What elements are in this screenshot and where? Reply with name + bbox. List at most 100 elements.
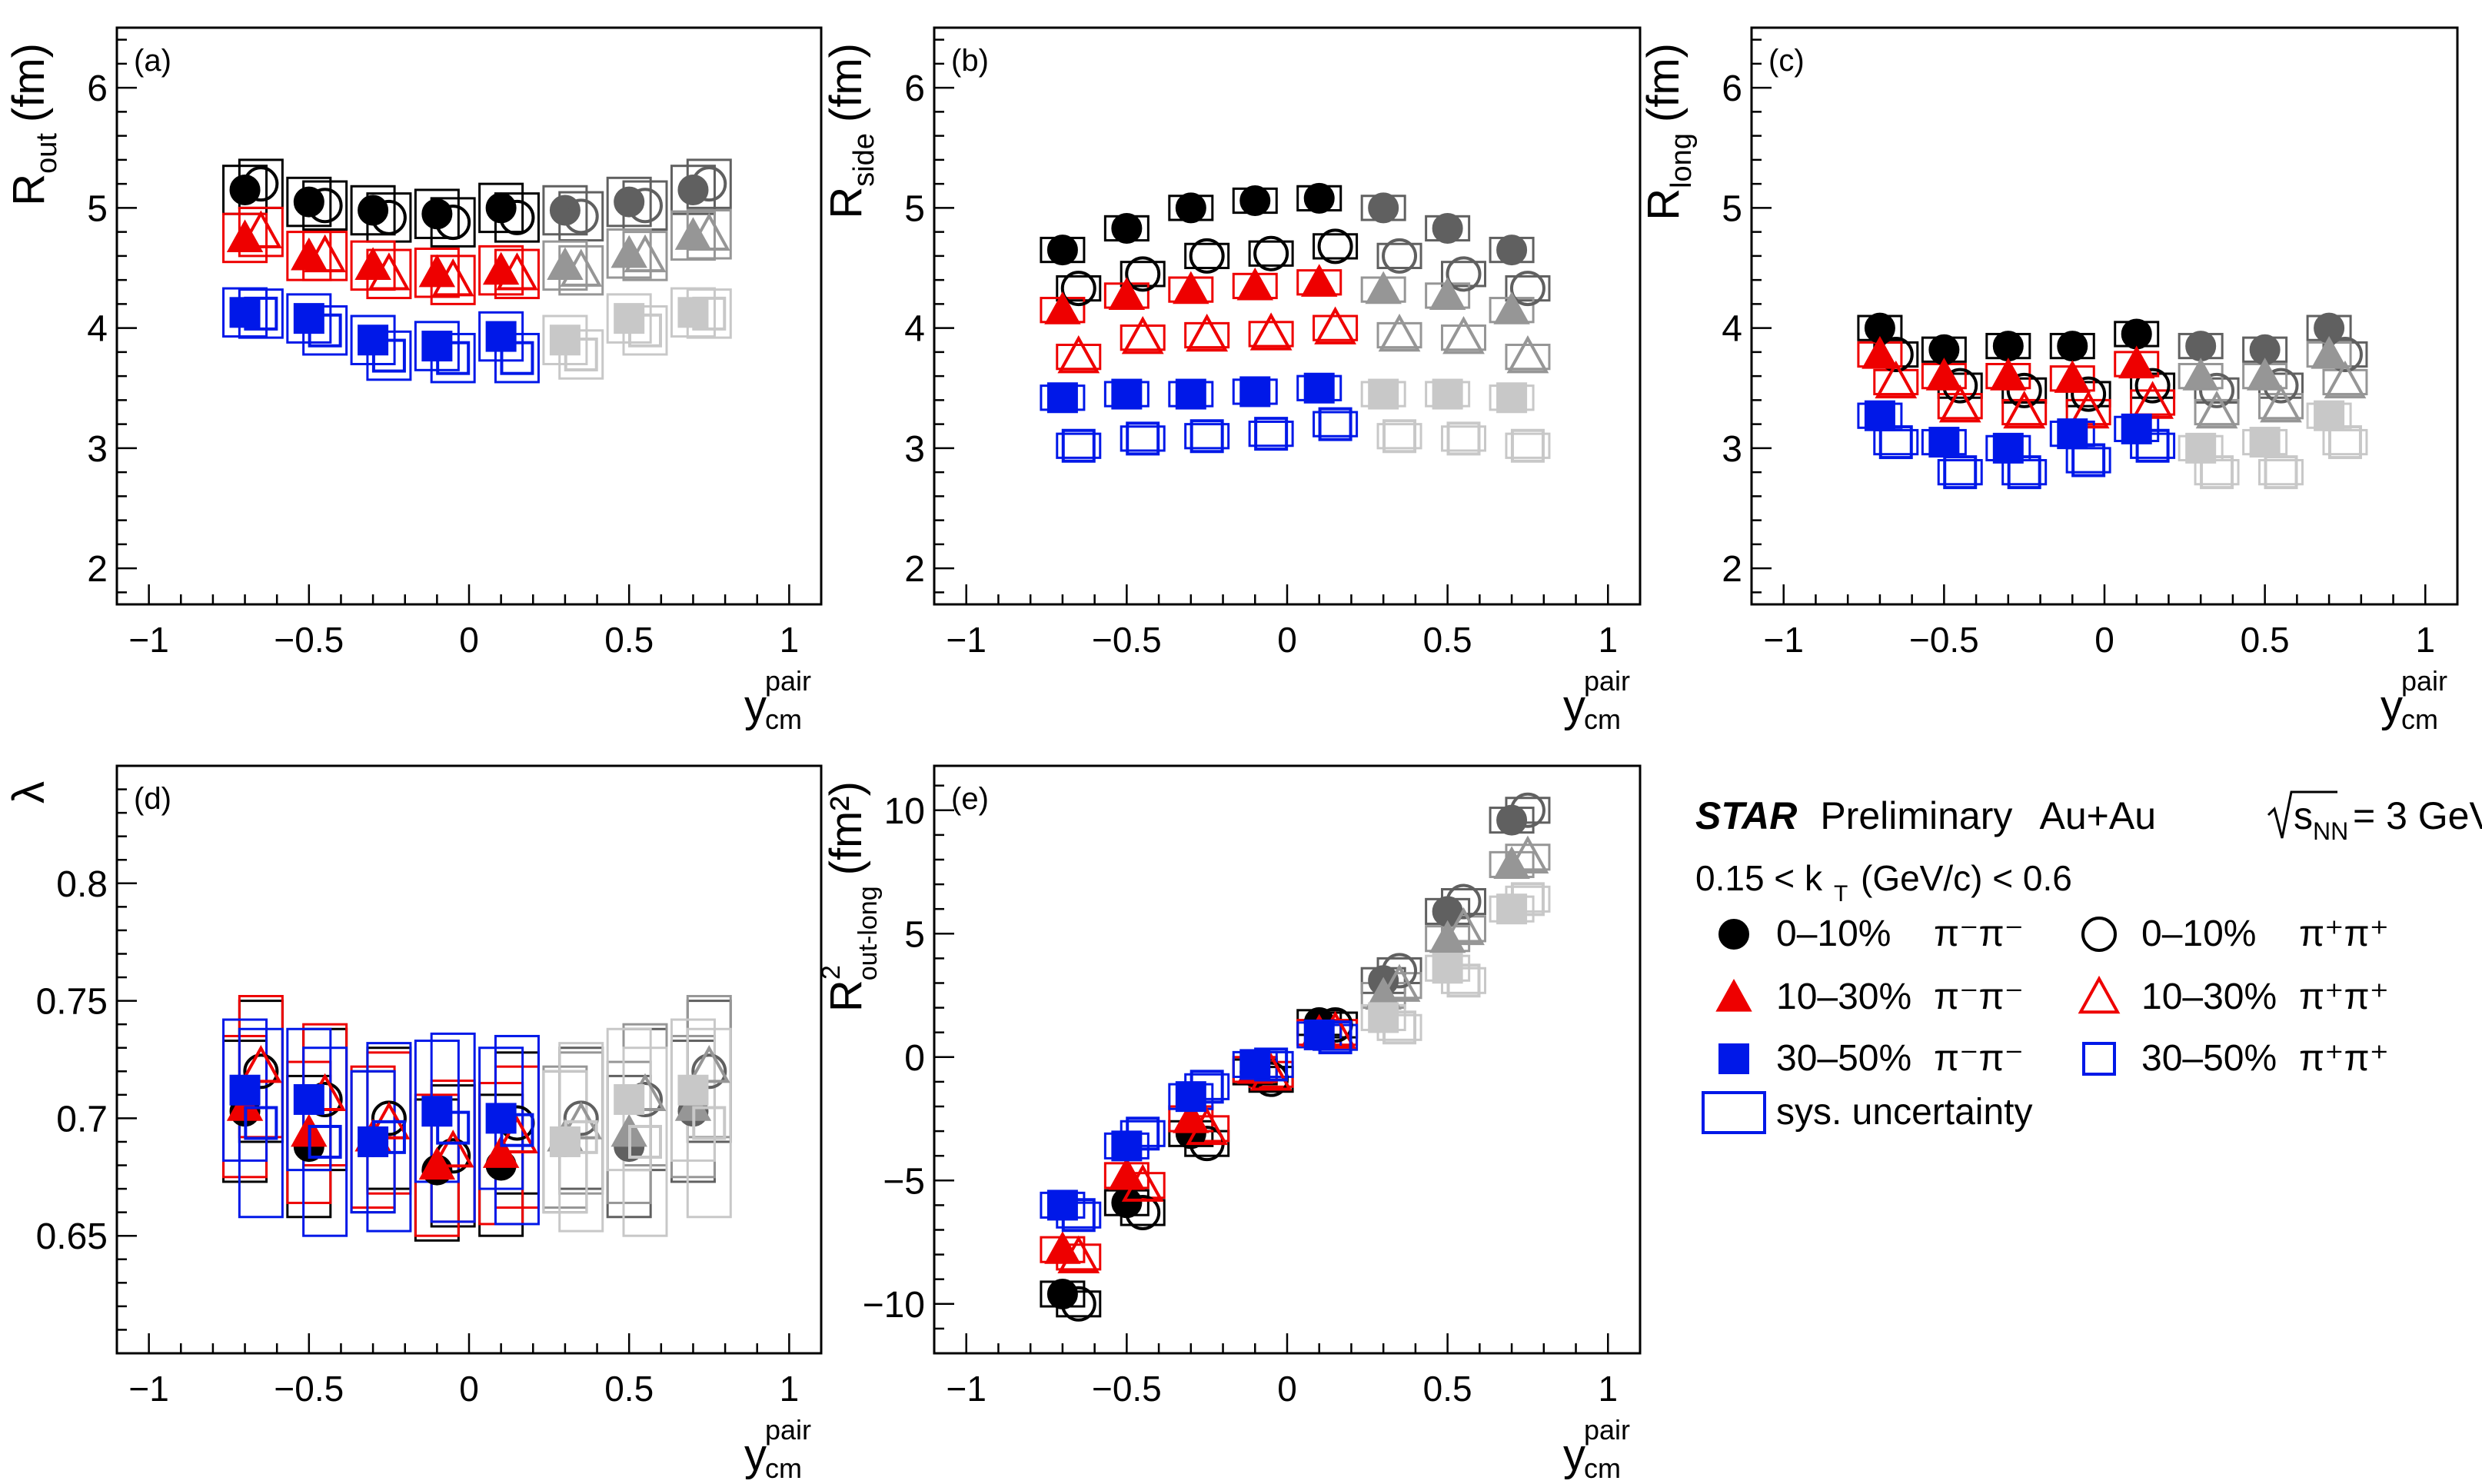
x-title-main: y xyxy=(1563,1430,1585,1480)
legend-entry-label: 10–30% xyxy=(1776,977,1911,1017)
legend-entry-pair: π⁺π⁺ xyxy=(2299,1038,2389,1079)
data-point xyxy=(1249,312,1293,351)
y-tick-label: 2 xyxy=(87,549,108,590)
data-point xyxy=(1446,421,1481,456)
sys-box xyxy=(1873,428,1919,456)
legend-entry: 30–50% π⁺π⁺ xyxy=(2082,1038,2389,1079)
data-point xyxy=(614,1083,645,1115)
data-point xyxy=(2246,358,2284,391)
sys-box xyxy=(222,287,268,338)
data-point xyxy=(2135,428,2170,463)
y-tick-label: 0 xyxy=(904,1038,925,1079)
data-point xyxy=(1186,1106,1229,1146)
data-point xyxy=(1125,256,1161,292)
circle-marker-icon xyxy=(2081,917,2117,952)
data-points xyxy=(222,994,732,1242)
data-point xyxy=(1442,316,1485,354)
sys-box xyxy=(670,210,716,261)
sys-box xyxy=(1376,423,1422,450)
data-point xyxy=(1175,378,1206,410)
y-tick-label: 4 xyxy=(1722,309,1742,350)
x-tick-label: −0.5 xyxy=(274,620,344,660)
x-tick-label: 0 xyxy=(459,620,479,660)
sys-box xyxy=(2194,398,2240,426)
data-point xyxy=(1303,372,1335,404)
sys-box xyxy=(2130,432,2176,459)
y-tick-label: 5 xyxy=(904,914,925,955)
data-point xyxy=(2264,455,2298,490)
legend-energy-sub: NN xyxy=(2313,817,2348,845)
x-title-main: y xyxy=(744,681,767,731)
y-title-unit: (fm) xyxy=(4,43,54,122)
data-point xyxy=(624,234,667,273)
triangle-marker-icon xyxy=(2078,975,2121,1014)
sys-box xyxy=(1120,261,1166,288)
y-title-unit: (fm) xyxy=(821,43,871,122)
sys-box xyxy=(670,165,716,215)
data-point xyxy=(308,1124,342,1159)
legend-energy-value: = 3 GeV xyxy=(2353,794,2482,837)
data-point xyxy=(1446,256,1482,292)
data-point xyxy=(436,341,471,375)
data-point xyxy=(1253,235,1289,271)
legend-entries: 0–10% π⁻π⁻ 0–10% π⁺π⁺10–30% π⁻π⁻ 10–30% π⁺π⁺30… xyxy=(1715,913,2389,1079)
data-point xyxy=(692,1106,727,1140)
data-point xyxy=(496,1115,538,1154)
data-point xyxy=(1173,271,1209,304)
data-point xyxy=(1928,427,1960,458)
data-point xyxy=(1060,1286,1096,1322)
data-point xyxy=(628,313,662,348)
data-point xyxy=(1121,316,1164,354)
legend-entry-label: 10–30% xyxy=(2141,977,2277,1017)
data-point xyxy=(436,1110,471,1145)
y-axis-title: Rout (fm) xyxy=(4,43,63,206)
sys-box xyxy=(366,330,412,381)
data-point xyxy=(1239,376,1271,408)
x-tick-label: 0.5 xyxy=(1423,620,1472,660)
data-point xyxy=(1990,358,2027,391)
sys-box xyxy=(1937,459,1983,486)
x-tick-label: 1 xyxy=(1598,620,1618,660)
x-tick-label: 1 xyxy=(780,1369,800,1409)
y-tick-label: 0.75 xyxy=(36,982,108,1023)
data-point xyxy=(1254,1047,1289,1082)
data-point xyxy=(500,1113,534,1147)
panel-label: (e) xyxy=(951,782,989,816)
legend-sys-entry: sys. uncertainty xyxy=(1702,1091,2032,1134)
sys-box xyxy=(2001,398,2048,426)
y-title-sub: out-long xyxy=(853,886,883,980)
sys-box xyxy=(222,1018,268,1162)
sys-box xyxy=(1184,423,1230,450)
data-point xyxy=(1510,428,1545,463)
y-tick-label: 0.65 xyxy=(36,1216,108,1257)
x-title-sub: cm xyxy=(2401,704,2438,735)
legend-entry-label: 30–50% xyxy=(2141,1038,2277,1079)
y-tick-label: 6 xyxy=(904,68,925,109)
sys-box xyxy=(670,1018,716,1162)
data-point xyxy=(1314,306,1356,344)
data-point xyxy=(1057,335,1100,374)
data-point xyxy=(244,1106,278,1140)
data-point xyxy=(1186,313,1229,352)
data-point xyxy=(1365,271,1402,304)
data-point xyxy=(2199,372,2235,408)
y-axis-title: Rlong (fm) xyxy=(1639,43,1698,221)
sys-box xyxy=(478,182,524,234)
data-point xyxy=(2067,390,2110,429)
y-tick-label: 10 xyxy=(884,791,925,832)
data-point xyxy=(431,258,474,297)
data-point xyxy=(1125,1195,1161,1231)
sys-box xyxy=(1505,432,1551,459)
legend-entry: 10–30% π⁺π⁺ xyxy=(2078,975,2389,1017)
data-points xyxy=(1040,182,1551,463)
circle-marker-icon xyxy=(1718,919,1749,950)
sys-box xyxy=(2258,393,2304,420)
sys-box xyxy=(1184,321,1230,349)
legend-star: STAR xyxy=(1695,794,1797,837)
data-points xyxy=(1040,792,1551,1322)
y-tick-label: −10 xyxy=(863,1285,925,1326)
data-point xyxy=(1111,378,1143,410)
sys-box xyxy=(1505,275,1551,302)
